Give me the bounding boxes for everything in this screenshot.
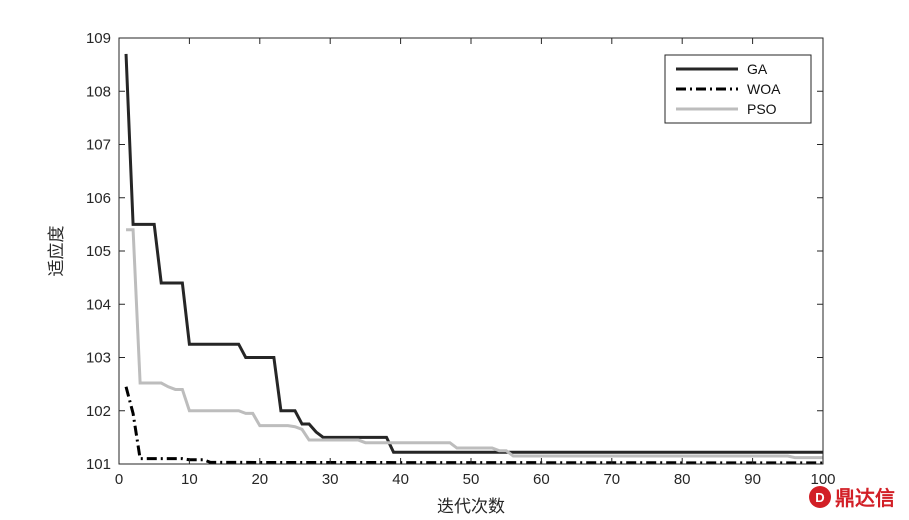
y-tick-label: 103 bbox=[86, 350, 111, 367]
x-axis-label: 迭代次数 bbox=[437, 497, 505, 517]
watermark: D 鼎达信 bbox=[809, 486, 895, 510]
y-tick-label: 106 bbox=[86, 190, 111, 207]
x-tick-label: 30 bbox=[322, 471, 339, 488]
x-tick-label: 50 bbox=[463, 471, 480, 488]
y-tick-label: 104 bbox=[86, 296, 111, 313]
watermark-text: 鼎达信 bbox=[835, 486, 895, 510]
series-line-ga bbox=[124, 53, 823, 454]
x-tick-label: 10 bbox=[181, 471, 198, 488]
y-tick-label: 101 bbox=[86, 456, 111, 473]
legend-label-ga: GA bbox=[747, 61, 768, 77]
y-tick-label: 109 bbox=[86, 30, 111, 47]
legend: GA WOA PSO bbox=[664, 54, 812, 124]
series-line-pso bbox=[126, 228, 823, 460]
x-tick-label: 60 bbox=[533, 471, 550, 488]
y-tick-label: 108 bbox=[86, 83, 111, 100]
x-tick-label: 0 bbox=[115, 471, 123, 488]
legend-label-woa: WOA bbox=[747, 81, 781, 97]
y-tick-label: 102 bbox=[86, 403, 111, 420]
ticks-layer: 0 10 20 30 40 50 60 70 80 90 100 101 102 103 104 105 106… bbox=[86, 30, 836, 488]
y-tick-label: 105 bbox=[86, 243, 111, 260]
x-tick-label: 40 bbox=[392, 471, 409, 488]
x-tick-label: 20 bbox=[251, 471, 268, 488]
y-tick-label: 107 bbox=[86, 137, 111, 154]
watermark-logo-icon bbox=[809, 486, 831, 508]
series-layer bbox=[124, 53, 824, 465]
y-axis-label: 适应度 bbox=[47, 226, 67, 277]
x-tick-label: 80 bbox=[674, 471, 691, 488]
x-tick-label: 70 bbox=[603, 471, 620, 488]
x-tick-label: 100 bbox=[810, 471, 835, 488]
series-line-woa bbox=[124, 386, 824, 465]
legend-label-pso: PSO bbox=[747, 101, 777, 117]
x-tick-label: 90 bbox=[744, 471, 761, 488]
watermark-logo-letter: D bbox=[815, 490, 824, 505]
